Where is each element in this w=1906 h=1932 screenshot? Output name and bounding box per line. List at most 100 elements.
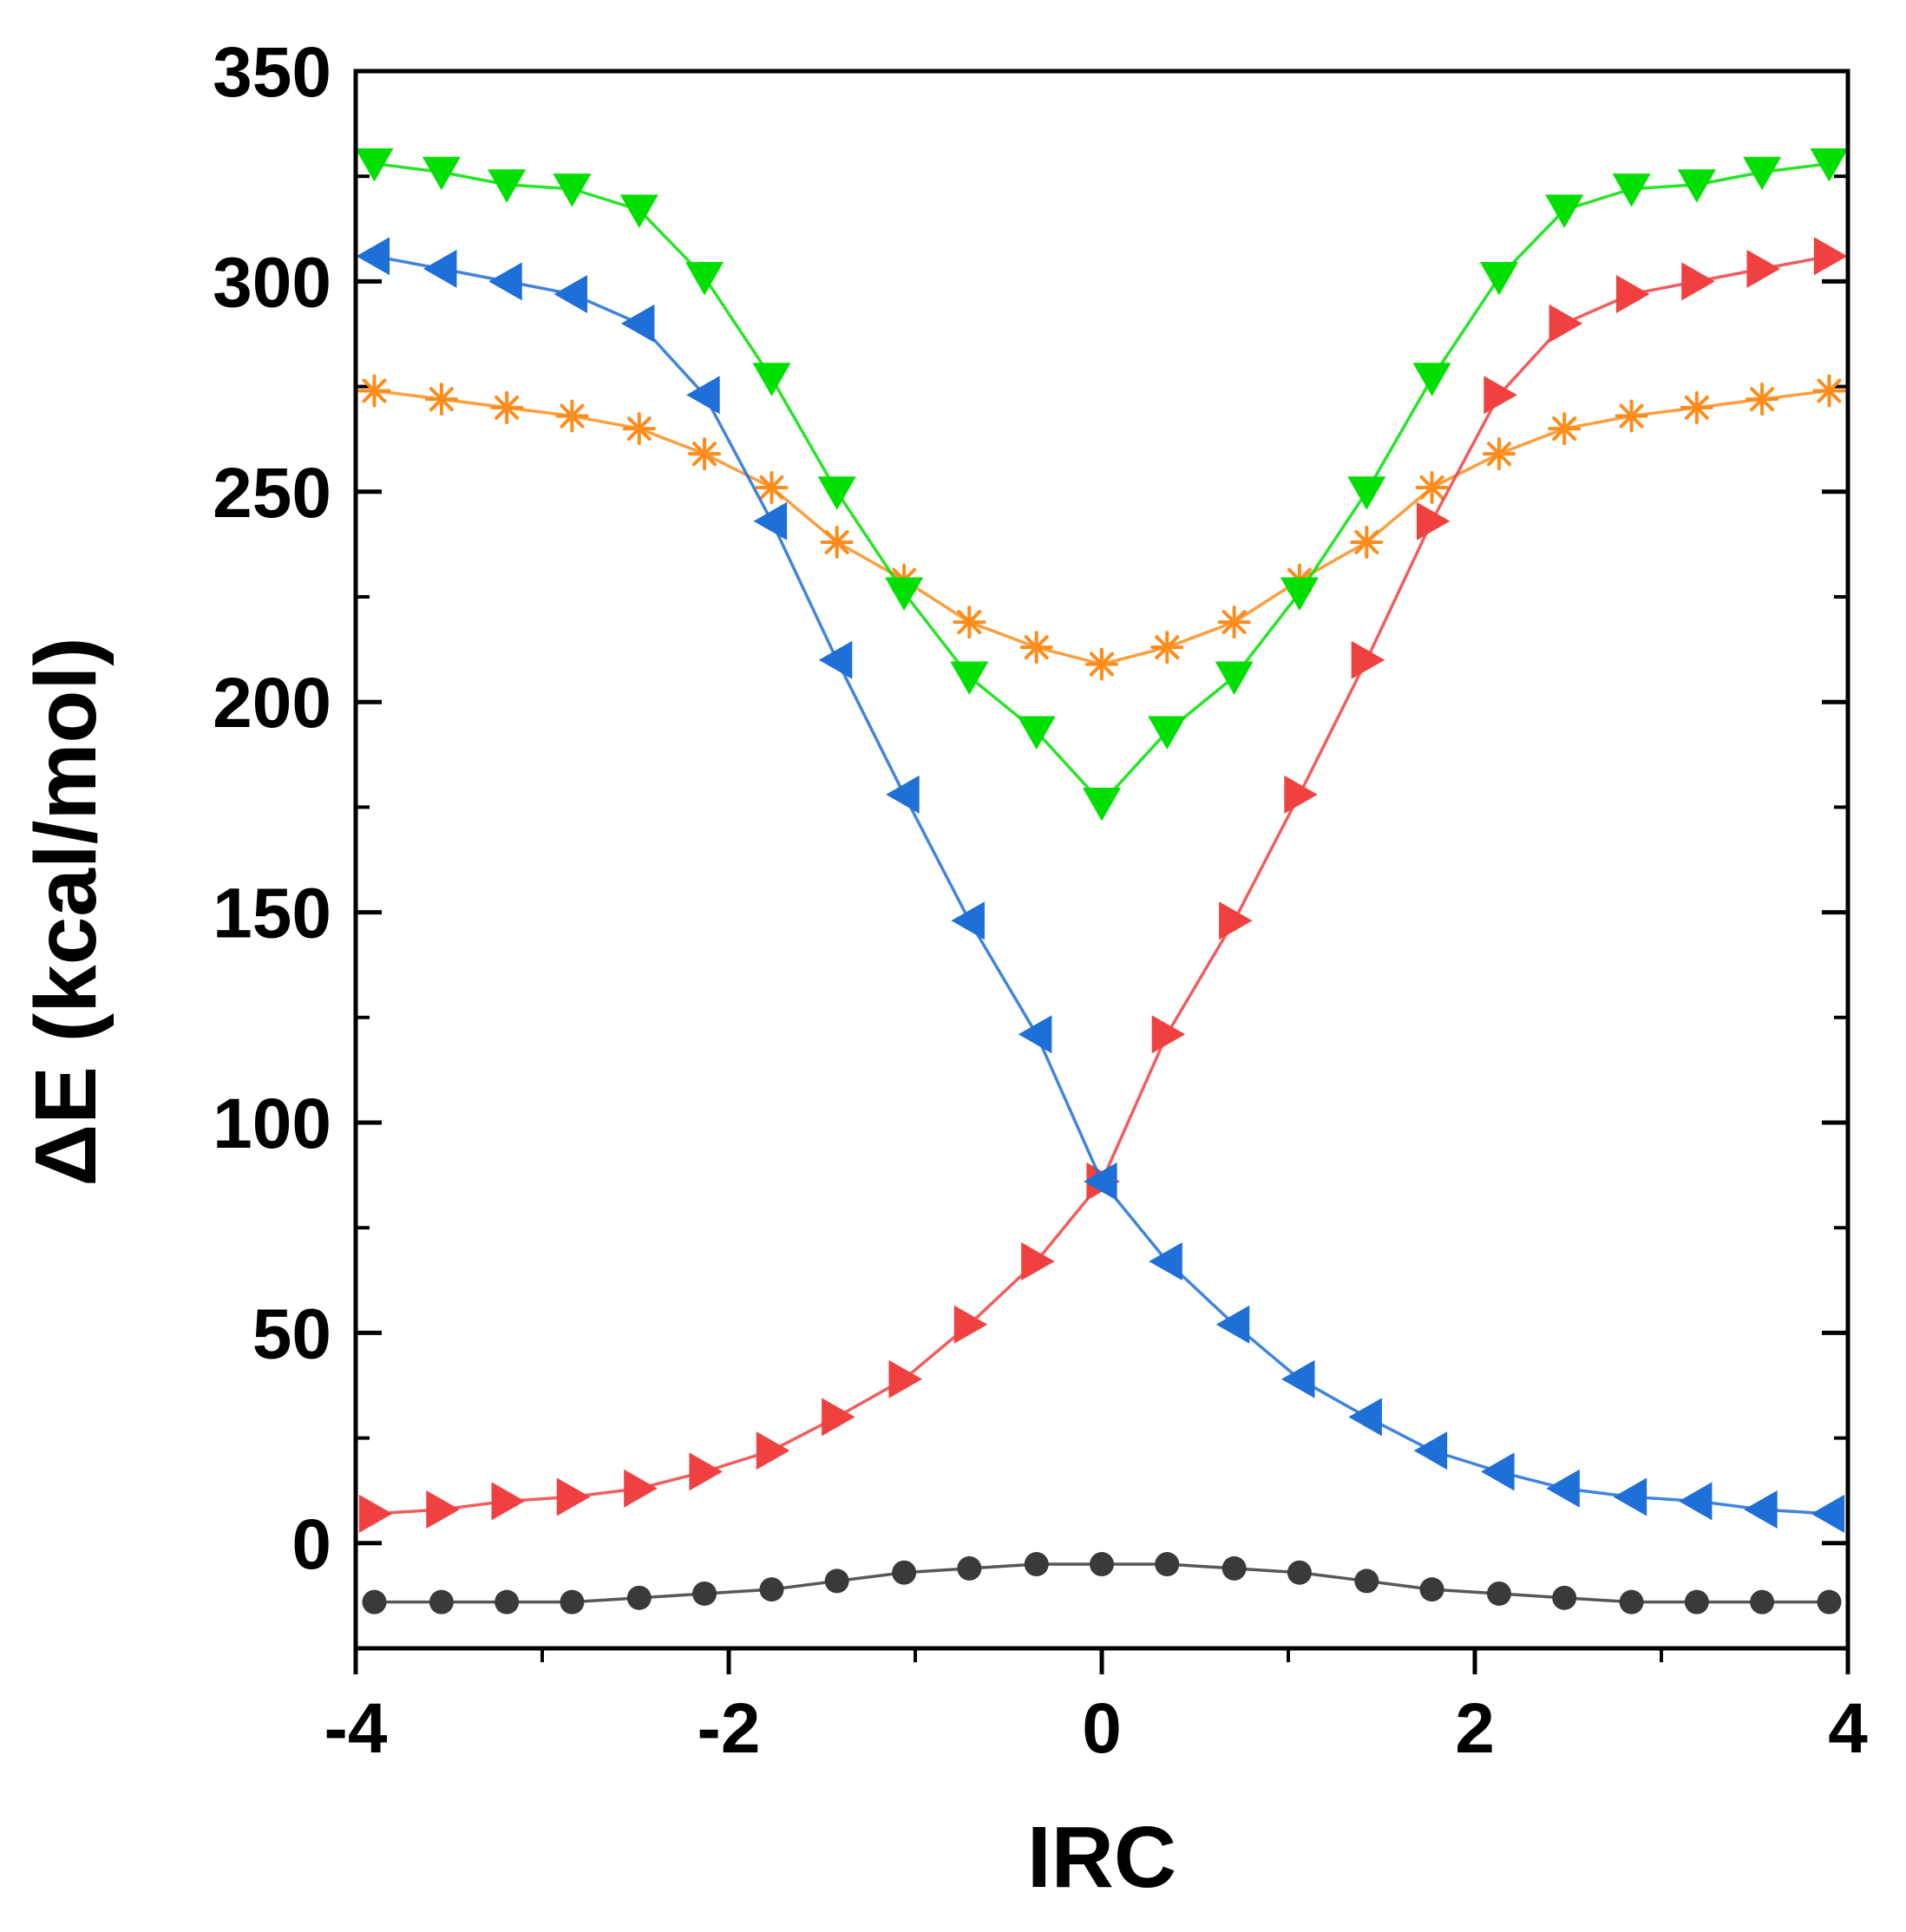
point-orange xyxy=(1085,647,1118,681)
point-orange xyxy=(555,399,589,433)
series-line-orange xyxy=(374,389,1830,666)
point-orange xyxy=(1548,412,1582,446)
point-red xyxy=(1746,249,1780,288)
asterisk-stroke xyxy=(824,529,849,554)
point-red xyxy=(756,1431,790,1470)
asterisk-stroke xyxy=(1552,416,1577,442)
point-orange xyxy=(755,470,789,504)
asterisk-stroke xyxy=(1024,635,1049,660)
point-orange xyxy=(622,412,656,446)
point-red xyxy=(1416,501,1451,540)
point-red xyxy=(624,1469,658,1508)
y-tick-label: 300 xyxy=(213,243,331,322)
y-tick-label: 100 xyxy=(213,1084,331,1163)
point-green xyxy=(1677,169,1716,203)
series-gray xyxy=(362,1552,1842,1614)
point-blue xyxy=(488,262,522,301)
asterisk-stroke xyxy=(1750,387,1775,412)
point-blue xyxy=(1348,1398,1382,1437)
point-green xyxy=(1412,363,1451,396)
point-green xyxy=(422,156,461,191)
point-orange xyxy=(1415,470,1449,504)
point-gray xyxy=(1684,1589,1709,1614)
point-gray xyxy=(824,1569,849,1594)
point-orange xyxy=(1482,437,1516,471)
point-orange xyxy=(1680,390,1713,424)
point-gray xyxy=(362,1589,387,1614)
series-line-blue xyxy=(374,254,1830,1516)
point-gray xyxy=(429,1589,454,1614)
point-green xyxy=(1215,661,1254,696)
y-tick-label: 250 xyxy=(213,454,331,533)
series-orange xyxy=(357,374,1846,681)
asterisk-stroke xyxy=(1222,610,1247,635)
point-green xyxy=(1612,174,1651,207)
asterisk-stroke xyxy=(957,610,982,635)
point-blue xyxy=(1546,1469,1580,1508)
point-blue xyxy=(753,501,788,540)
point-orange xyxy=(490,390,524,424)
series-blue xyxy=(356,237,1845,1533)
x-tick-label: 2 xyxy=(1455,1689,1495,1768)
point-green xyxy=(355,148,394,182)
series-line-green xyxy=(374,161,1830,805)
asterisk-stroke xyxy=(1684,395,1709,420)
point-red xyxy=(822,1398,855,1437)
tick-labels: 0 50 100 150 200 250 300 350 -4 -2 0 2 4 xyxy=(213,33,1868,1768)
point-red xyxy=(358,1494,393,1533)
point-green xyxy=(1017,716,1056,750)
asterisk-stroke xyxy=(692,442,717,467)
point-gray xyxy=(1419,1577,1444,1602)
point-orange xyxy=(1150,631,1184,665)
point-red xyxy=(1813,237,1848,276)
point-green xyxy=(1280,577,1319,612)
point-green xyxy=(1743,156,1782,191)
y-tick-label: 50 xyxy=(252,1294,331,1373)
asterisk-stroke xyxy=(560,403,585,429)
point-gray xyxy=(957,1555,982,1581)
plot-frame xyxy=(353,69,1850,1651)
point-orange xyxy=(1812,374,1846,408)
point-gray xyxy=(1155,1552,1180,1577)
point-blue xyxy=(423,249,457,288)
point-green xyxy=(685,261,724,296)
asterisk-stroke xyxy=(626,416,652,442)
asterisk-stroke xyxy=(429,387,454,412)
point-gray xyxy=(1024,1552,1049,1577)
point-green xyxy=(1148,716,1187,750)
asterisk-stroke xyxy=(1619,403,1644,429)
point-blue xyxy=(1149,1241,1182,1280)
point-orange xyxy=(688,437,722,471)
point-green xyxy=(1810,148,1849,182)
point-gray xyxy=(1817,1589,1842,1614)
point-orange xyxy=(1746,383,1779,416)
point-red xyxy=(1681,262,1715,301)
point-blue xyxy=(1613,1477,1647,1516)
point-gray xyxy=(1287,1560,1312,1585)
point-red xyxy=(556,1477,591,1516)
point-gray xyxy=(1222,1555,1247,1581)
asterisk-stroke xyxy=(1354,529,1379,554)
x-tick-label: -4 xyxy=(324,1689,388,1768)
point-gray xyxy=(495,1589,520,1614)
y-tick-label: 150 xyxy=(213,874,331,953)
point-orange xyxy=(953,606,986,639)
point-blue xyxy=(356,237,390,276)
point-red xyxy=(491,1482,526,1521)
point-blue xyxy=(686,376,720,415)
point-gray xyxy=(1354,1569,1379,1594)
x-axis-title: IRC xyxy=(1027,1809,1176,1906)
point-gray xyxy=(1750,1589,1775,1614)
point-blue xyxy=(951,901,985,940)
series-line-red xyxy=(374,254,1830,1516)
point-blue xyxy=(1084,1162,1117,1201)
point-red xyxy=(426,1490,460,1529)
point-blue xyxy=(1481,1452,1515,1491)
point-green xyxy=(1545,194,1584,228)
x-tick-label: 4 xyxy=(1828,1689,1868,1768)
point-blue xyxy=(1678,1482,1713,1521)
point-green xyxy=(553,174,592,207)
point-gray xyxy=(692,1581,717,1606)
point-red xyxy=(888,1359,922,1398)
